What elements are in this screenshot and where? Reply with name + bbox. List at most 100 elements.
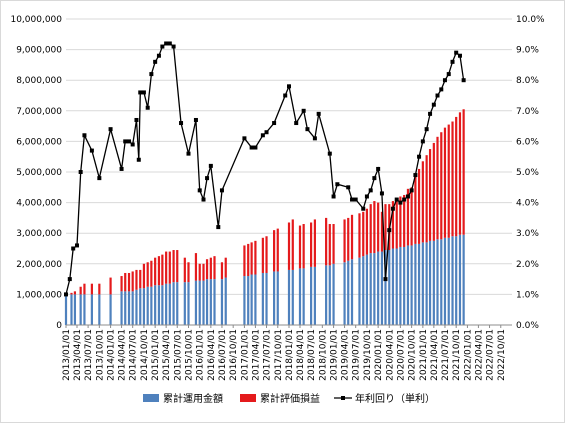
yield-line-marker: [316, 111, 321, 116]
axes: 0 0.0% 1,000,000 1.0% 2,000,000 2.0% 3,000,000…: [10, 15, 545, 381]
bar-gain: [142, 263, 146, 289]
yield-line-marker: [394, 197, 399, 202]
bar-invested: [298, 268, 302, 325]
x-tick-label: 2015/04/01: [162, 329, 172, 381]
bar-gain: [447, 124, 450, 238]
yield-line-marker: [97, 176, 102, 181]
yield-line-marker: [350, 197, 355, 202]
x-tick-label: 2015/01/01: [151, 329, 161, 381]
bar-invested: [213, 279, 216, 325]
bar-gain: [350, 214, 354, 260]
y-left-tick-label: 9,000,000: [16, 46, 62, 56]
bar-gain: [310, 222, 313, 267]
bar-invested: [310, 266, 313, 325]
bar-gain: [358, 213, 361, 258]
yield-line-marker: [141, 90, 146, 95]
bar-gain: [183, 257, 186, 283]
yield-line-marker: [312, 136, 317, 141]
bar-invested: [183, 282, 186, 325]
bar-invested: [135, 289, 138, 325]
yield-line-marker: [301, 108, 306, 113]
bar-invested: [302, 268, 305, 325]
x-tick-label: 2022/07/01: [486, 329, 496, 381]
bar-invested: [90, 294, 93, 325]
yield-line-marker: [439, 87, 444, 92]
bar-invested: [254, 274, 257, 325]
yield-line-marker: [368, 188, 373, 193]
y-right-tick-label: 1.0%: [516, 290, 539, 300]
yield-line-marker: [372, 176, 377, 181]
bar-invested: [120, 291, 123, 325]
x-tick-label: 2016/10/01: [229, 329, 239, 381]
x-tick-label: 2020/07/01: [396, 329, 406, 381]
bar-gain: [436, 136, 439, 240]
bar-invested: [432, 240, 435, 325]
bar-invested: [157, 285, 161, 325]
bar-gain: [380, 211, 384, 252]
x-tick-label: 2022/01/01: [463, 329, 473, 381]
yield-line-marker: [127, 139, 132, 144]
bar-gain: [205, 259, 209, 280]
bar-invested: [410, 245, 413, 325]
yield-line-marker: [353, 197, 358, 202]
bar-gain: [109, 277, 112, 295]
x-tick-label: 2014/04/01: [118, 329, 128, 381]
y-left-tick-label: 10,000,000: [10, 15, 62, 25]
bar-invested: [414, 243, 417, 325]
bar-gain: [161, 254, 164, 286]
bar-gain: [395, 201, 398, 249]
bar-invested: [202, 280, 205, 325]
bar-invested: [247, 276, 250, 325]
yield-line-marker: [108, 127, 113, 132]
bar-gain: [458, 112, 462, 235]
yield-line-marker: [431, 102, 436, 107]
y-left-tick-label: 2,000,000: [16, 260, 62, 270]
x-tick-label: 2013/10/01: [95, 329, 105, 381]
bar-gain: [187, 262, 190, 283]
bar-gain: [124, 272, 127, 292]
y-left-tick-label: 3,000,000: [16, 229, 62, 239]
bar-invested: [384, 250, 387, 325]
bar-gain: [243, 245, 246, 277]
x-tick-label: 2019/10/01: [363, 329, 373, 381]
bar-gain: [73, 291, 77, 295]
bar-invested: [403, 246, 406, 325]
yield-line-marker: [138, 90, 143, 95]
yield-line-marker: [305, 127, 310, 132]
bar-invested: [313, 266, 316, 325]
bar-gain: [325, 217, 328, 266]
bar-gain: [455, 116, 458, 237]
bar-invested: [224, 277, 227, 325]
x-tick-label: 2022/04/01: [474, 329, 484, 381]
yield-line-marker: [398, 200, 403, 205]
y-right-tick-label: 6.0%: [516, 137, 539, 147]
bar-gain: [432, 142, 435, 241]
bar-gain: [417, 168, 421, 244]
bar-gain: [406, 188, 410, 246]
bar-gain: [250, 242, 253, 275]
yield-line-marker: [405, 194, 410, 199]
bar-gain: [261, 237, 264, 273]
bar-invested: [73, 294, 77, 325]
yield-line-marker: [424, 127, 429, 132]
bar-invested: [462, 234, 465, 325]
yield-line-marker: [376, 166, 381, 171]
bar-invested: [261, 272, 264, 325]
bar-invested: [362, 256, 365, 325]
bar-gain: [276, 228, 279, 272]
bar-gain: [120, 276, 123, 292]
bar-invested: [325, 265, 328, 325]
bar-invested: [220, 279, 224, 325]
legend: 累計運用金額 累計評価損益 年利回り（単利）: [143, 392, 435, 405]
x-tick-label: 2020/04/01: [385, 329, 395, 381]
bar-invested: [139, 288, 142, 325]
legend-swatch-invested: [143, 394, 159, 402]
bar-gain: [220, 262, 224, 280]
bar-invested: [347, 260, 350, 325]
bar-invested: [109, 294, 112, 325]
bar-gain: [347, 217, 350, 261]
bar-invested: [205, 279, 209, 325]
bar-gain: [377, 202, 380, 252]
